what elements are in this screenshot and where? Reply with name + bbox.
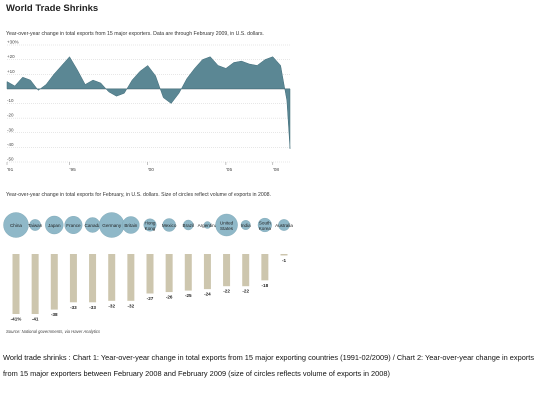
- bar-value-label: -25: [185, 293, 192, 298]
- page-title: World Trade Shrinks: [6, 3, 99, 14]
- country-label: Britain: [124, 223, 137, 228]
- export-volume-bubble: [215, 213, 238, 237]
- x-tick-label: '08: [273, 167, 280, 173]
- bar: [89, 254, 97, 303]
- export-volume-bubble: [240, 220, 251, 230]
- y-tick-label: +30%: [7, 40, 19, 45]
- country-label: Australia: [275, 223, 293, 228]
- country-label: Japan: [48, 223, 61, 228]
- figure-caption: World trade shrinks : Chart 1: Year-over…: [3, 353, 535, 378]
- bar-value-label: -38: [51, 312, 58, 317]
- country-label: Taiwan: [28, 223, 43, 228]
- x-tick-label: '91: [7, 167, 14, 173]
- bar-value-label: -22: [242, 289, 249, 294]
- country-label: Canada: [85, 223, 102, 228]
- country-label: Hong: [145, 220, 156, 225]
- bar: [184, 254, 192, 291]
- export-volume-bubble: [278, 219, 290, 231]
- bar-value-label: -41%: [11, 317, 22, 322]
- bar: [223, 254, 231, 287]
- country-label: Korea: [259, 226, 272, 231]
- country-label: Kong: [145, 226, 156, 231]
- chart2-subtitle: Year-over-year change in total exports f…: [6, 192, 271, 198]
- country-label: Argentina: [198, 223, 218, 228]
- bar-value-label: -27: [147, 296, 154, 301]
- x-tick-label: '05: [226, 167, 233, 173]
- export-volume-bubble: [3, 212, 29, 238]
- export-volume-bubble: [143, 218, 157, 232]
- export-volume-bubble: [64, 216, 83, 234]
- export-volume-bubble: [183, 219, 194, 231]
- y-tick-label: +20: [7, 54, 15, 59]
- bar: [108, 254, 116, 301]
- bar: [69, 254, 77, 303]
- export-volume-bubble: [162, 218, 176, 232]
- bar-value-label: -32: [128, 303, 135, 308]
- bar-value-label: -33: [70, 305, 77, 310]
- bar: [50, 254, 58, 310]
- bar-value-label: -26: [166, 295, 173, 300]
- export-volume-bubble: [122, 216, 140, 234]
- bar: [165, 254, 173, 293]
- export-volume-bubble: [203, 221, 212, 229]
- x-tick-label: '95: [70, 167, 77, 173]
- country-label: South: [259, 220, 271, 225]
- y-tick-label: -40: [7, 142, 14, 147]
- bar-value-label: -24: [204, 292, 211, 297]
- bar-value-label: -41: [32, 317, 39, 322]
- february-exports-bar-chart: China -41% Taiwan -41 Japan -38 France -33 Canad…: [3, 212, 293, 322]
- export-volume-bubble: [29, 219, 41, 231]
- y-tick-label: -20: [7, 113, 14, 118]
- y-tick-label: -50: [7, 157, 14, 162]
- bar: [280, 254, 288, 256]
- y-tick-label: +10: [7, 69, 15, 74]
- y-tick-label: -30: [7, 127, 14, 132]
- country-label: China: [10, 223, 22, 228]
- chart1-subtitle: Year-over-year change in total exports f…: [6, 31, 264, 37]
- bar: [261, 254, 269, 281]
- bar-value-label: -18: [262, 283, 269, 288]
- export-change-area: [6, 56, 291, 149]
- bar: [146, 254, 154, 294]
- bar-value-label: -32: [108, 303, 115, 308]
- bar-value-label: -33: [89, 305, 96, 310]
- y-tick-label: -10: [7, 98, 14, 103]
- country-label: States: [220, 226, 234, 231]
- export-volume-bubble: [45, 215, 64, 235]
- bar-value-label: -1: [282, 258, 287, 263]
- country-label: France: [66, 223, 81, 228]
- bar: [31, 254, 39, 314]
- bar: [203, 254, 211, 290]
- x-tick-label: '00: [148, 167, 155, 173]
- source-note: Source: National governments, via Haver …: [6, 329, 101, 334]
- export-change-area-chart: +30%+20+100-10-20-30-40-50'91'95'00'05'0…: [6, 40, 291, 173]
- export-volume-bubble: [257, 217, 272, 233]
- bar-value-label: -22: [223, 289, 230, 294]
- country-label: Germany: [102, 223, 122, 228]
- country-label: United: [220, 220, 234, 225]
- bar: [127, 254, 135, 301]
- bar: [12, 254, 20, 314]
- country-label: India: [241, 223, 251, 228]
- bar: [242, 254, 250, 287]
- country-label: Brazil: [183, 223, 195, 228]
- country-label: Mexico: [162, 223, 177, 228]
